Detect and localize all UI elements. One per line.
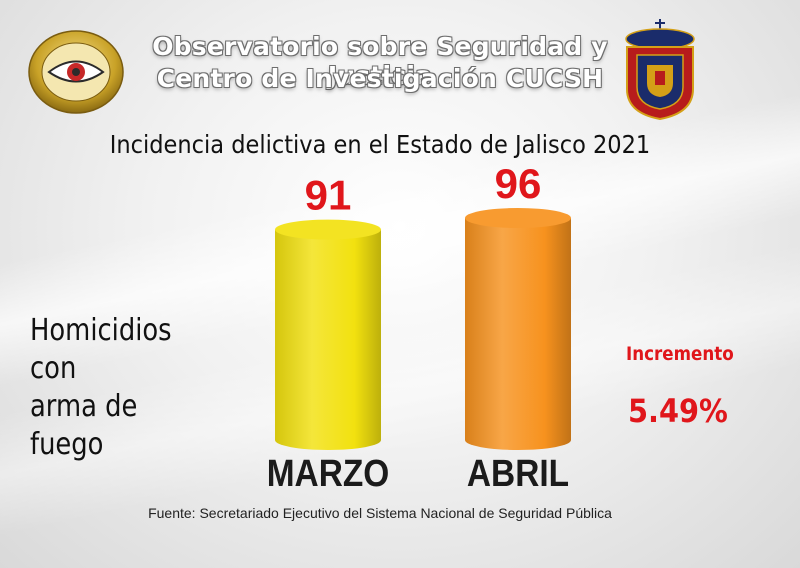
eye-icon [47, 60, 105, 83]
chart-title: Incidencia delictiva en el Estado de Jal… [109, 130, 651, 159]
bar-marzo [275, 219, 381, 450]
universidad-crest [625, 19, 695, 121]
metric-label-line: arma de fuego [30, 389, 138, 462]
university-crest-icon [625, 19, 695, 121]
bar-top [275, 219, 381, 240]
bar-top [465, 208, 571, 228]
header-title: Observatorio sobre Seguridad y Justicia [152, 32, 608, 90]
increment-value: 5.49% [628, 392, 728, 430]
value-label: 91 [305, 172, 352, 219]
metric-label: Homicidios con arma de fuego [30, 312, 211, 464]
category-label: ABRIL [467, 452, 569, 494]
bar-abril [465, 208, 571, 450]
increment-label: Incremento [626, 343, 734, 365]
metric-label-line: Homicidios con [30, 313, 172, 386]
category-label: MARZO [267, 452, 390, 494]
bar-body [465, 218, 571, 450]
value-label: 96 [495, 160, 542, 207]
header-subtitle: Centro de Investigación CUCSH [156, 64, 604, 93]
source-note: Fuente: Secretariado Ejecutivo del Siste… [148, 505, 612, 521]
bar-body [275, 229, 381, 450]
observatorio-logo [28, 30, 124, 114]
